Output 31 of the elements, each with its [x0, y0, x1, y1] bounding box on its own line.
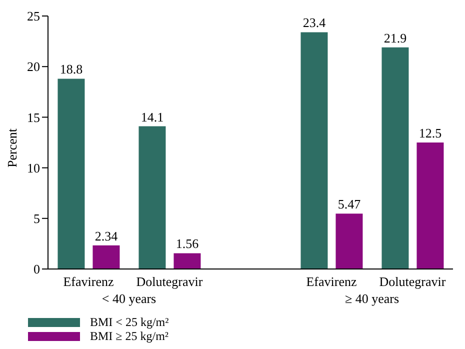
- bar: [138, 126, 166, 269]
- y-tick-label: 5: [34, 211, 40, 226]
- bar: [416, 142, 444, 269]
- text: < 40 years: [100, 291, 158, 307]
- data-label: 18.8: [60, 62, 83, 77]
- y-axis-title: Percent: [4, 128, 20, 168]
- x-tick-label: Efavirenz: [63, 274, 114, 290]
- data-label: 21.9: [384, 30, 407, 46]
- data-label: 12.5: [418, 126, 442, 140]
- bar: [92, 245, 120, 269]
- data-label: 1.56: [176, 236, 200, 252]
- x-tick-label: Dolutegravir: [136, 274, 204, 290]
- legend-label: BMI < 25 kg/m²: [90, 314, 169, 330]
- y-tick-label: 15: [27, 110, 40, 125]
- data-label: 23.4: [302, 15, 326, 30]
- y-tick-label: 20: [27, 59, 40, 74]
- bar: [382, 47, 409, 269]
- bar: [174, 253, 201, 269]
- x-tick-label: Dolutegravir: [379, 274, 446, 290]
- data-label: 5.47: [338, 196, 362, 212]
- y-tick-label: 25: [27, 8, 40, 24]
- bar: [58, 78, 85, 269]
- legend-label: BMI ≥ 25 kg/m²: [90, 328, 169, 344]
- bar: [300, 32, 328, 269]
- y-tick-label: 10: [27, 160, 40, 176]
- bar: [336, 214, 363, 269]
- data-label: 14.1: [140, 109, 164, 124]
- text: ≥ 40 years: [344, 291, 400, 307]
- data-label: 2.34: [94, 228, 118, 244]
- x-tick-label: Efavirenz: [306, 274, 357, 290]
- y-tick-label: 0: [34, 262, 40, 277]
